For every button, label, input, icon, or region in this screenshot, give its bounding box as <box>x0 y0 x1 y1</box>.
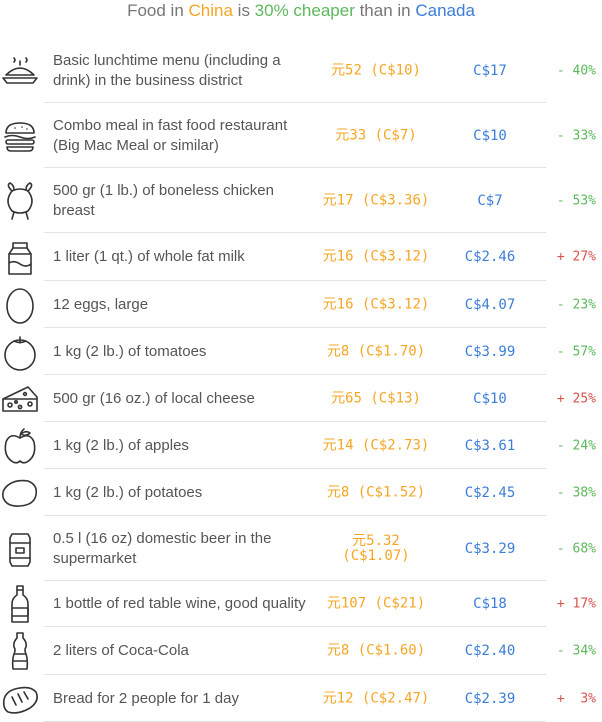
item-label: Bread for 2 people for 1 day <box>53 689 239 707</box>
china-price: 元12 (C$2.47) <box>322 690 430 706</box>
table-row: 1 kg (2 lb.) of tomatoes 元8 (C$1.70) C$3.9… <box>0 328 602 375</box>
table-row: 1 liter (1 qt.) of whole fat milk 元16 (C$… <box>0 233 602 281</box>
price-difference: + 17% <box>556 596 596 612</box>
canada-price: C$2.39 <box>464 690 516 707</box>
canada-price: C$3.29 <box>464 540 516 557</box>
row-divider <box>44 580 546 581</box>
row-divider <box>44 102 546 103</box>
canada-price: C$17 <box>473 62 507 79</box>
china-price: 元33 (C$7) <box>335 127 417 143</box>
potato-icon <box>0 473 40 513</box>
item-label: 1 kg (2 lb.) of tomatoes <box>53 342 207 360</box>
item-label: 1 liter (1 qt.) of whole fat milk <box>53 248 245 265</box>
apple-icon <box>0 426 40 466</box>
canada-price: C$10 <box>473 390 507 407</box>
china-price: 元8 (C$1.52) <box>326 484 426 500</box>
item-label: 2 liters of Coca-Cola <box>53 642 189 659</box>
price-difference: - 38% <box>556 485 596 500</box>
canada-price: C$3.61 <box>464 437 516 454</box>
canada-price: C$2.45 <box>464 484 516 501</box>
price-difference: - 68% <box>556 541 596 556</box>
china-price: 元65 (C$13) <box>331 390 421 406</box>
item-label: 1 kg (2 lb.) of apples <box>53 436 189 454</box>
row-divider <box>44 674 546 675</box>
row-divider <box>44 232 546 233</box>
row-divider <box>44 421 546 422</box>
price-difference: + 3% <box>556 691 596 706</box>
table-row: 1 kg (2 lb.) of apples 元14 (C$2.73) C$3.61… <box>0 422 602 469</box>
price-difference: - 40% <box>556 63 596 78</box>
item-label: 1 kg (2 lb.) of potatoes <box>53 483 203 501</box>
chicken-icon <box>0 181 40 221</box>
row-divider <box>44 167 546 168</box>
tomato-icon <box>0 332 40 372</box>
china-price: 元16 (C$3.12) <box>322 296 430 312</box>
item-label: 12 eggs, large <box>53 295 149 313</box>
table-row: Bread for 2 people for 1 day 元12 (C$2.47)… <box>0 675 602 722</box>
price-difference: + 27% <box>556 249 596 265</box>
china-price: 元8 (C$1.70) <box>326 343 426 359</box>
table-row: 1 kg (2 lb.) of potatoes 元8 (C$1.52) C$2.4… <box>0 469 602 516</box>
price-difference: - 24% <box>556 438 596 453</box>
item-label: Basic lunchtime menu (including a drink)… <box>53 51 281 89</box>
country-china: China <box>188 1 233 20</box>
china-price: 元8 (C$1.60) <box>326 642 426 659</box>
canada-price: C$4.07 <box>464 296 516 313</box>
bread-icon <box>0 679 40 719</box>
price-comparison-list: Basic lunchtime menu (including a drink)… <box>0 38 602 722</box>
cola-bottle-icon <box>0 631 40 671</box>
china-price: 元5.32 (C$1.07) <box>342 532 410 564</box>
egg-icon <box>0 285 40 325</box>
china-price: 元52 (C$10) <box>331 62 421 78</box>
wine-bottle-icon <box>0 584 40 624</box>
china-price: 元107 (C$21) <box>326 595 426 612</box>
lunch-plate-icon <box>0 51 40 91</box>
row-divider <box>44 515 546 516</box>
item-label: 1 bottle of red table wine, good quality <box>53 595 306 612</box>
row-divider <box>44 280 546 281</box>
china-price: 元16 (C$3.12) <box>322 248 430 265</box>
page-title: Food in China is 30% cheaper than in Can… <box>127 1 475 20</box>
percent-difference: 30% cheaper <box>254 1 355 20</box>
table-row: 2 liters of Coca-Cola 元8 (C$1.60) C$2.40 - … <box>0 627 602 675</box>
table-row: 0.5 l (16 oz) domestic beer in the super… <box>0 516 602 581</box>
cheese-icon <box>0 379 40 419</box>
item-label: Combo meal in fast food restaurant (Big … <box>53 116 288 154</box>
table-row: Combo meal in fast food restaurant (Big … <box>0 103 602 168</box>
country-canada: Canada <box>415 1 475 20</box>
row-divider <box>44 468 546 469</box>
price-difference: - 34% <box>556 643 596 659</box>
item-label: 500 gr (16 oz.) of local cheese <box>53 389 255 407</box>
table-row: 1 bottle of red table wine, good quality… <box>0 581 602 627</box>
canada-price: C$2.46 <box>464 249 516 265</box>
canada-price: C$2.40 <box>464 643 516 659</box>
price-difference: - 53% <box>556 193 596 208</box>
price-difference: - 57% <box>556 344 596 359</box>
price-difference: - 33% <box>556 128 596 143</box>
table-row: 500 gr (16 oz.) of local cheese 元65 (C$13… <box>0 375 602 422</box>
row-divider <box>44 374 546 375</box>
table-row: 500 gr (1 lb.) of boneless chicken breas… <box>0 168 602 233</box>
row-divider <box>44 327 546 328</box>
milk-carton-icon <box>0 237 40 277</box>
item-label: 500 gr (1 lb.) of boneless chicken breas… <box>53 181 274 219</box>
item-label: 0.5 l (16 oz) domestic beer in the super… <box>53 529 272 567</box>
beer-can-icon <box>0 529 40 569</box>
burger-icon <box>0 116 40 156</box>
canada-price: C$10 <box>473 127 507 144</box>
canada-price: C$18 <box>473 596 507 612</box>
table-row: Basic lunchtime menu (including a drink)… <box>0 38 602 103</box>
canada-price: C$7 <box>477 192 503 209</box>
china-price: 元17 (C$3.36) <box>322 192 430 208</box>
table-row: 12 eggs, large 元16 (C$3.12) C$4.07 - 23% <box>0 281 602 328</box>
china-price: 元14 (C$2.73) <box>322 437 430 453</box>
canada-price: C$3.99 <box>464 343 516 360</box>
price-difference: + 25% <box>556 391 596 406</box>
price-difference: - 23% <box>556 297 596 312</box>
row-divider <box>44 626 546 627</box>
